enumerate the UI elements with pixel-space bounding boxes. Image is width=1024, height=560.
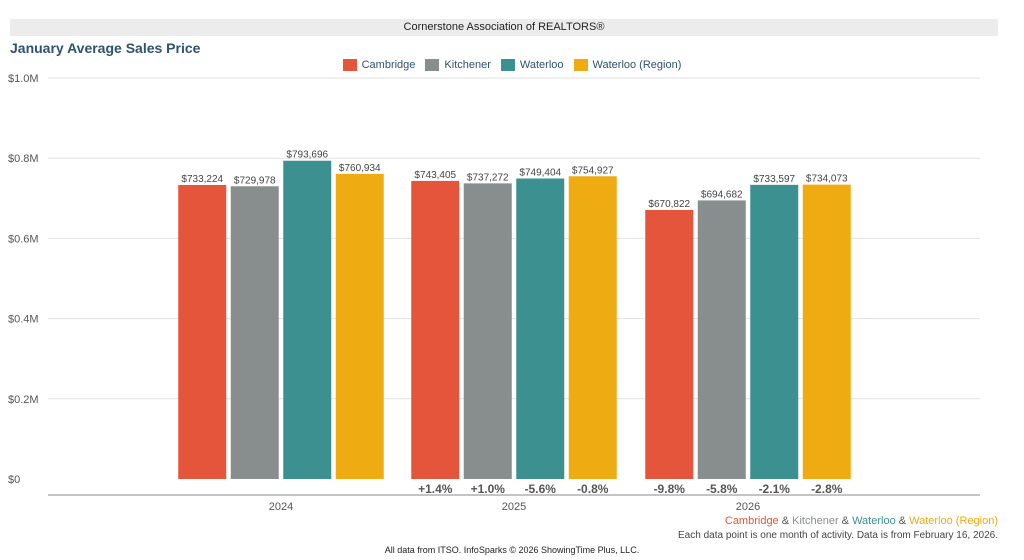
y-tick-label: $0.4M	[8, 314, 39, 326]
bar-value-label: $743,405	[414, 170, 456, 181]
change-label: +1.0%	[471, 482, 506, 496]
change-label: -9.8%	[654, 482, 686, 496]
bar	[463, 183, 512, 479]
organization-banner: Cornerstone Association of REALTORS®	[10, 19, 998, 36]
bar-value-label: $760,934	[339, 163, 381, 174]
legend-swatch	[342, 59, 357, 71]
bar-value-label: $733,597	[753, 174, 795, 185]
legend-label: Kitchener	[444, 59, 491, 71]
y-tick-label: $1.0M	[8, 73, 39, 85]
legend-swatch	[573, 59, 588, 71]
bar	[802, 184, 851, 480]
bar-value-label: $734,073	[806, 174, 848, 185]
series-footnote-part: Waterloo (Region)	[909, 515, 998, 527]
y-tick-label: $0.2M	[8, 394, 39, 406]
bar	[230, 186, 279, 480]
bar-value-label: $749,404	[519, 167, 561, 178]
y-tick-label: $0	[8, 474, 20, 486]
series-footnote-part: &	[895, 515, 910, 527]
bar-value-label: $729,978	[234, 175, 276, 186]
y-tick-label: $0.8M	[8, 153, 39, 165]
bar-value-label: $754,927	[572, 165, 614, 176]
data-footnote: Each data point is one month of activity…	[678, 530, 998, 541]
bar-value-label: $793,696	[286, 150, 328, 161]
legend-item-2[interactable]: Waterloo	[500, 59, 564, 71]
bar	[645, 210, 694, 480]
bar-value-label: $694,682	[701, 189, 743, 200]
change-label: -5.6%	[525, 482, 557, 496]
legend-label: Waterloo	[519, 59, 564, 71]
change-label: -2.1%	[759, 482, 791, 496]
series-footnote-part: &	[778, 515, 793, 527]
legend-swatch	[500, 59, 515, 71]
bar-value-label: $733,224	[181, 174, 223, 185]
legend-item-1[interactable]: Kitchener	[425, 59, 491, 71]
bar	[568, 176, 617, 479]
bar	[411, 180, 460, 479]
series-footnote-part: &	[838, 515, 853, 527]
change-label: -5.8%	[706, 482, 738, 496]
legend-item-3[interactable]: Waterloo (Region)	[573, 59, 682, 71]
bar	[750, 184, 799, 479]
bar	[283, 160, 332, 479]
data-credit: All data from ITSO. InfoSparks © 2026 Sh…	[384, 545, 640, 555]
series-footnote-part: Cambridge	[724, 515, 779, 527]
x-tick-label: 2025	[502, 501, 526, 513]
bar	[697, 200, 746, 480]
bar	[335, 173, 384, 479]
legend-label: Waterloo (Region)	[592, 59, 682, 71]
x-tick-label: 2024	[269, 501, 293, 513]
legend-label: Cambridge	[361, 59, 416, 71]
chart-title: January Average Sales Price	[10, 40, 201, 56]
change-label: +1.4%	[418, 482, 453, 496]
legend-swatch	[425, 59, 440, 71]
bar-value-label: $737,272	[467, 172, 509, 183]
bar	[178, 184, 227, 479]
y-tick-label: $0.6M	[8, 233, 39, 245]
bar-value-label: $670,822	[648, 199, 690, 210]
series-footnote: Cambridge & Kitchener & Waterloo & Water…	[725, 515, 998, 527]
legend-item-0[interactable]: Cambridge	[342, 59, 416, 71]
series-footnote-part: Waterloo	[852, 515, 896, 527]
chart-legend: Cambridge Kitchener Waterloo Waterloo (Regi…	[0, 59, 1024, 74]
bar	[516, 178, 565, 479]
change-label: -2.8%	[811, 482, 843, 496]
change-label: -0.8%	[577, 482, 609, 496]
x-tick-label: 2026	[736, 501, 760, 513]
series-footnote-part: Kitchener	[792, 515, 839, 527]
